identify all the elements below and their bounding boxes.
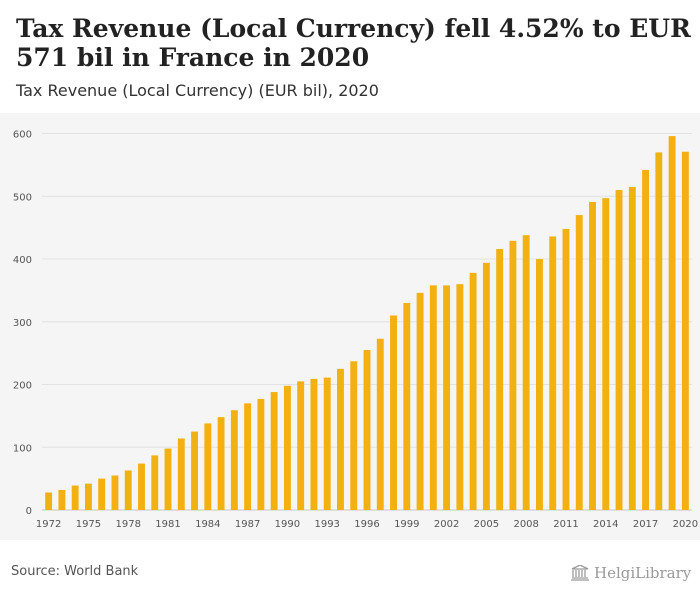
- bar-2003[interactable]: [456, 284, 464, 510]
- x-tick-label: 2002: [434, 519, 459, 530]
- bar-1995[interactable]: [350, 361, 358, 510]
- bar-1977[interactable]: [111, 475, 119, 510]
- bar-2015[interactable]: [615, 190, 623, 510]
- bar-1973[interactable]: [58, 489, 66, 510]
- bar-1986[interactable]: [230, 410, 238, 510]
- y-tick-label: 600: [13, 130, 32, 141]
- library-building-icon: [571, 565, 589, 581]
- bar-2001[interactable]: [429, 285, 437, 510]
- x-tick-label: 1972: [36, 519, 61, 530]
- bar-1991[interactable]: [297, 381, 305, 510]
- chart-subtitle: Tax Revenue (Local Currency) (EUR bil), …: [16, 81, 379, 100]
- bar-2004[interactable]: [469, 272, 477, 510]
- bar-1982[interactable]: [177, 438, 185, 510]
- bar-2006[interactable]: [496, 248, 504, 511]
- bar-2012[interactable]: [575, 215, 583, 511]
- bar-1980[interactable]: [151, 455, 159, 510]
- chart-title: Tax Revenue (Local Currency) fell 4.52% …: [16, 14, 691, 72]
- bar-1985[interactable]: [217, 417, 225, 510]
- bar-2002[interactable]: [443, 285, 451, 510]
- x-tick-label: 1987: [235, 519, 260, 530]
- bar-1989[interactable]: [270, 392, 278, 510]
- bar-2017[interactable]: [642, 169, 650, 510]
- bar-1974[interactable]: [71, 485, 79, 510]
- y-tick-label: 400: [13, 255, 32, 266]
- logo-text: HelgiLibrary: [594, 564, 692, 582]
- bar-1987[interactable]: [244, 403, 252, 510]
- bar-1981[interactable]: [164, 448, 172, 510]
- bar-2000[interactable]: [416, 292, 424, 510]
- x-tick-label: 1996: [354, 519, 379, 530]
- bar-2016[interactable]: [628, 186, 636, 510]
- y-tick-label: 500: [13, 192, 32, 203]
- helgi-library-logo[interactable]: HelgiLibrary: [570, 564, 691, 582]
- bar-1990[interactable]: [283, 385, 291, 510]
- x-tick-label: 2014: [593, 519, 618, 530]
- bar-1998[interactable]: [390, 315, 397, 511]
- x-tick-label: 1975: [76, 519, 101, 530]
- bar-2008[interactable]: [522, 235, 530, 510]
- bar-1997[interactable]: [376, 338, 384, 510]
- bar-1993[interactable]: [323, 377, 331, 510]
- bar-chart: 0 100 200 300 400 500 600 1972 1975 1978 1981 1984 1…: [13, 130, 698, 530]
- bar-1975[interactable]: [84, 483, 92, 510]
- bar-2011[interactable]: [562, 228, 570, 511]
- bar-1992[interactable]: [310, 378, 318, 510]
- bar-2010[interactable]: [549, 236, 557, 510]
- bar-2020[interactable]: [681, 151, 689, 511]
- bar-1976[interactable]: [98, 478, 106, 510]
- bar-1996[interactable]: [363, 350, 371, 510]
- bar-1978[interactable]: [124, 470, 132, 510]
- bar-1984[interactable]: [204, 423, 212, 510]
- bar-1994[interactable]: [337, 368, 344, 510]
- bar-1983[interactable]: [191, 431, 198, 510]
- bar-2018[interactable]: [655, 152, 663, 510]
- x-tick-label: 1990: [275, 519, 300, 530]
- bar-2005[interactable]: [482, 262, 490, 510]
- bar-2014[interactable]: [602, 198, 610, 511]
- x-tick-label: 2011: [553, 519, 578, 530]
- bar-2009[interactable]: [536, 259, 543, 510]
- x-tick-label: 1978: [115, 519, 140, 530]
- x-tick-label: 1984: [195, 519, 220, 530]
- x-tick-label: 2008: [513, 519, 538, 530]
- chart-background: [0, 113, 700, 540]
- x-tick-label: 2017: [633, 519, 658, 530]
- x-tick-label: 1981: [155, 519, 180, 530]
- source-note: Source: World Bank: [11, 564, 139, 579]
- x-tick-label: 1999: [394, 519, 419, 530]
- x-tick-label: 2005: [474, 519, 499, 530]
- y-tick-label: 300: [13, 318, 32, 329]
- x-tick-label: 1993: [314, 519, 339, 530]
- y-tick-label: 200: [13, 381, 32, 392]
- bar-2013[interactable]: [589, 201, 596, 510]
- bar-1988[interactable]: [257, 398, 265, 510]
- bar-1979[interactable]: [138, 463, 145, 510]
- y-tick-label: 0: [26, 506, 32, 517]
- bar-2007[interactable]: [509, 240, 517, 510]
- x-tick-label: 2020: [673, 519, 698, 530]
- bar-1972[interactable]: [45, 492, 53, 510]
- bar-1999[interactable]: [403, 302, 411, 510]
- bar-2019[interactable]: [668, 136, 676, 510]
- y-tick-label: 100: [13, 443, 32, 454]
